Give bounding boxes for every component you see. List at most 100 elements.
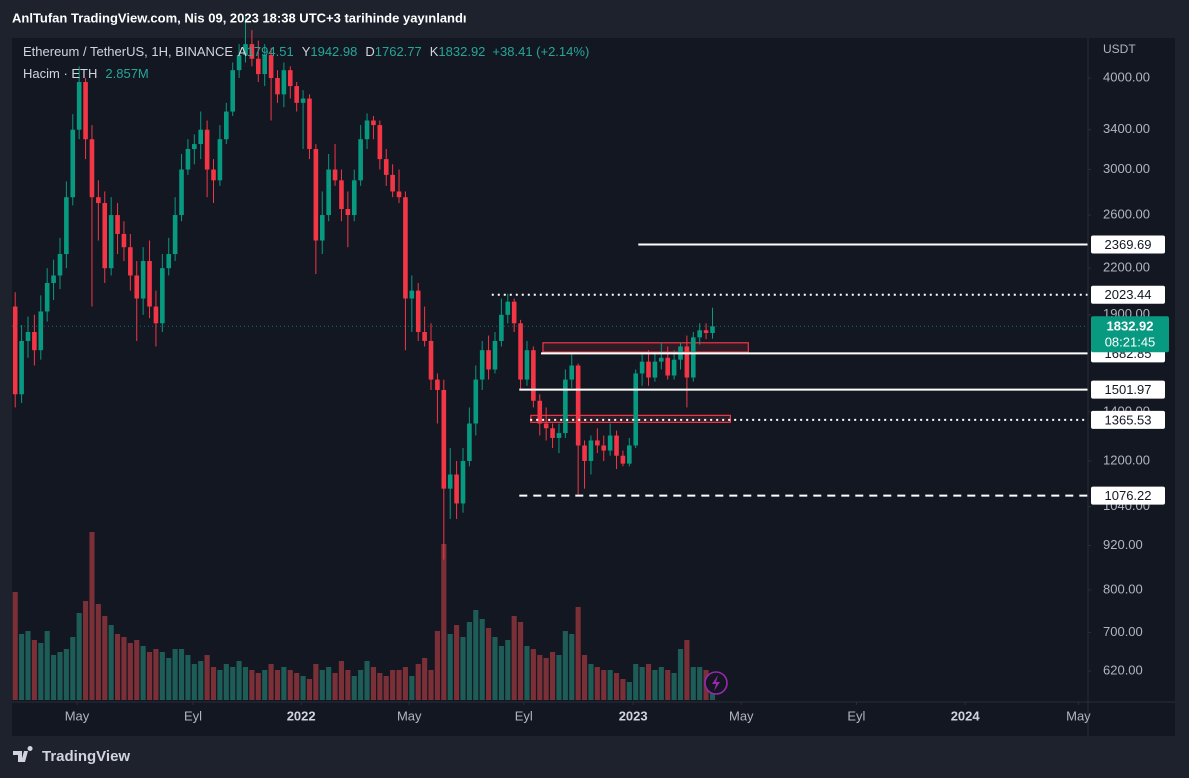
change: +38.41 (+2.14%)	[492, 44, 589, 59]
candle-body	[569, 365, 575, 380]
candle-body	[83, 82, 88, 140]
candle-body	[339, 180, 344, 209]
last-price-label: 1832.92	[1107, 319, 1154, 334]
candle-body	[115, 215, 120, 234]
volume-bar	[281, 667, 287, 700]
countdown: 08:21:45	[1105, 335, 1156, 350]
volume-bar	[486, 628, 492, 700]
zone	[530, 414, 731, 423]
alert-icon[interactable]	[704, 671, 728, 695]
volume-bar	[492, 637, 498, 700]
y-tick-label: 1200.00	[1103, 452, 1150, 467]
ohlc-key: A	[238, 44, 247, 59]
candle-body	[543, 423, 549, 429]
candle-body	[236, 55, 242, 71]
volume-bar	[415, 664, 421, 700]
volume-bar	[473, 610, 479, 700]
candle-body	[319, 215, 325, 241]
candle-body	[19, 340, 24, 395]
y-tick-label: 3000.00	[1103, 161, 1150, 176]
candle-body	[12, 306, 18, 395]
candle-body	[96, 197, 101, 204]
volume-bar	[562, 631, 568, 700]
candle-body	[134, 275, 140, 299]
level-label: 1365.53	[1105, 412, 1152, 427]
volume-bar	[626, 682, 632, 700]
volume-bar	[108, 625, 114, 700]
candle-body	[294, 86, 299, 103]
currency-label: USDT	[1103, 42, 1136, 56]
ohlc-value: 1794.51	[247, 44, 294, 59]
level-label-box	[1091, 285, 1165, 304]
volume-title: Hacim · ETH	[23, 66, 97, 81]
volume-bar	[358, 670, 364, 700]
volume-bar	[166, 658, 172, 700]
volume-bar	[274, 670, 281, 700]
symbol: Ethereum / TetherUS, 1H, BINANCE	[23, 44, 233, 59]
candle-body	[326, 169, 331, 216]
candle-body	[243, 44, 248, 56]
level-label-box	[1091, 410, 1165, 429]
ohlc-value: 1762.77	[375, 44, 422, 59]
candle-body	[492, 340, 498, 370]
volume-bar	[658, 667, 664, 700]
volume-bar	[198, 661, 204, 700]
candle-body	[185, 149, 191, 170]
volume-bar	[441, 544, 447, 700]
ohlc-value: 1832.92	[438, 44, 485, 59]
volume-bar	[428, 670, 434, 700]
volume-bar	[665, 670, 671, 700]
volume-bar	[639, 667, 645, 700]
volume-bar	[76, 613, 82, 700]
volume-bar	[377, 673, 383, 700]
x-tick-label: 2024	[951, 708, 981, 723]
candle-body	[64, 197, 69, 255]
candle-body	[428, 340, 434, 380]
ohlc-value: 1942.98	[310, 44, 357, 59]
candle-body	[345, 208, 351, 216]
candle-body	[518, 323, 523, 380]
x-tick-label: 2023	[619, 708, 648, 723]
candle-body	[627, 445, 632, 464]
candle-body	[172, 215, 178, 255]
candle-body	[531, 350, 536, 401]
candle-body	[140, 261, 146, 299]
volume-bar	[19, 634, 25, 700]
candle-body	[396, 191, 402, 198]
candle-body	[383, 159, 389, 175]
volume-bar	[89, 532, 95, 700]
candle-body	[153, 306, 159, 324]
volume-bar	[460, 637, 466, 700]
candle-body	[32, 332, 37, 351]
volume-bar	[185, 655, 191, 700]
volume-bar	[390, 670, 396, 700]
level-label-box	[1091, 380, 1165, 399]
volume-bar	[530, 649, 536, 700]
volume-bar	[684, 640, 690, 700]
volume-bar	[601, 670, 607, 700]
candle-body	[486, 350, 491, 370]
candle-body	[460, 460, 466, 504]
brand-logo	[13, 746, 33, 762]
volume-bar	[505, 640, 511, 700]
candle-body	[435, 379, 440, 391]
volume-bar	[294, 673, 300, 700]
volume-bar	[434, 631, 440, 700]
volume-bar	[191, 664, 197, 700]
volume-bar	[313, 664, 319, 700]
candle-body	[588, 440, 594, 461]
candle-body	[467, 423, 472, 461]
candle-body	[575, 365, 581, 446]
volume-bar	[236, 661, 242, 700]
x-tick-label: May	[397, 708, 422, 723]
candle-body	[102, 203, 108, 269]
volume-bar	[537, 655, 543, 700]
candle-body	[447, 474, 453, 489]
volume-bar	[454, 625, 460, 700]
volume-bar	[319, 670, 325, 700]
candle-body	[684, 346, 690, 378]
candle-body	[409, 290, 415, 299]
candle-body	[179, 169, 184, 216]
volume-bar	[204, 655, 210, 700]
